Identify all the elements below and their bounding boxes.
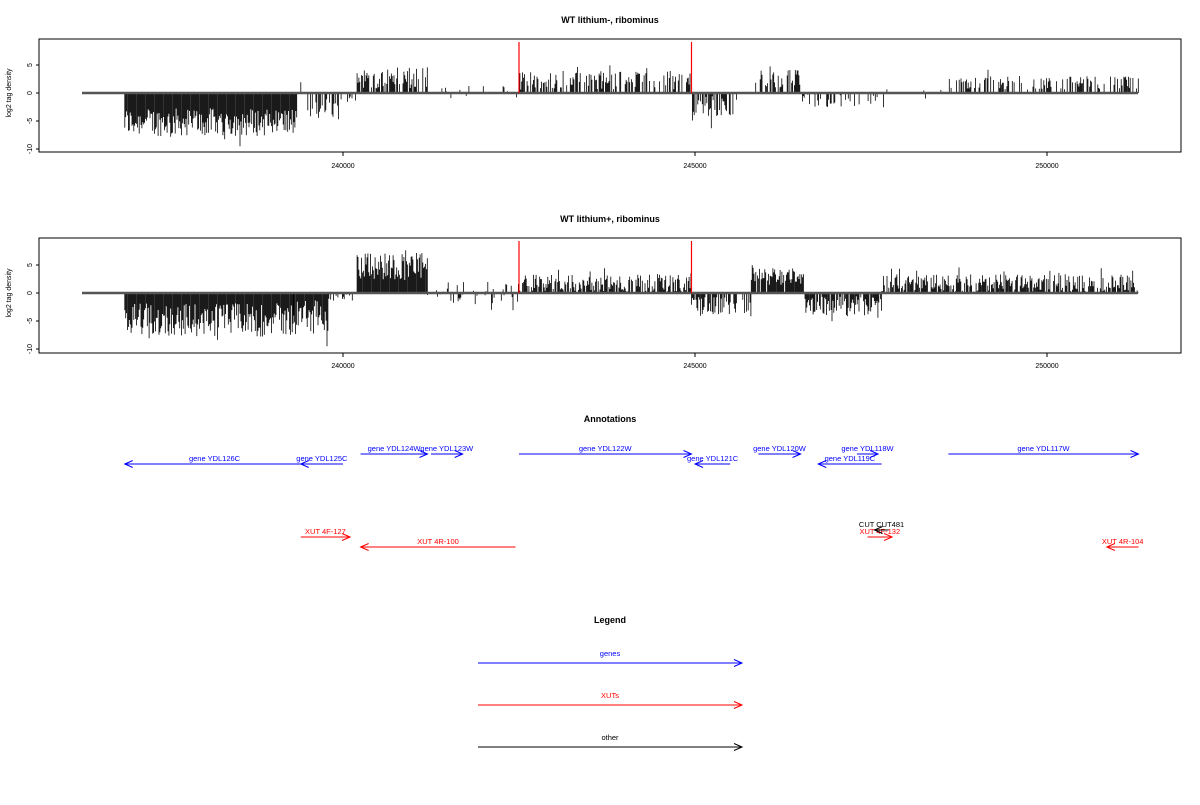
track-title: WT lithium-, ribominus xyxy=(561,15,659,25)
annotations-title: Annotations xyxy=(584,414,637,424)
arrow-head xyxy=(1105,543,1116,551)
arrow-head xyxy=(869,450,880,458)
legend-item-genes: genes xyxy=(478,649,744,667)
legend-title: Legend xyxy=(594,615,626,625)
genes-label: gene YDL119C xyxy=(825,454,876,463)
density-bars xyxy=(124,65,1139,147)
arrow-head xyxy=(341,533,352,541)
x-tick-label: 240000 xyxy=(331,163,354,170)
arrow-head xyxy=(454,450,464,458)
track-panel-lithium-plus: WT lithium+, ribominus log2 tag density … xyxy=(6,214,1182,370)
legend-items: genes XUTs other xyxy=(478,649,744,751)
xuts-feature: XUT 4F-132 xyxy=(859,527,900,541)
genes-feature: gene YDL126C xyxy=(123,454,305,468)
track-panel-lithium-minus: WT lithium-, ribominus log2 tag density … xyxy=(6,15,1182,170)
genes-label: gene YDL122W xyxy=(579,444,633,453)
legend-label: XUTs xyxy=(601,691,619,700)
y-tick-label: 0 xyxy=(27,91,34,95)
legend-item-XUTs: XUTs xyxy=(478,691,744,709)
arrow-head xyxy=(693,460,704,468)
arrow-head xyxy=(1130,450,1140,458)
y-tick-label: 0 xyxy=(27,291,34,295)
xuts-label: XUT 4R-100 xyxy=(417,537,459,546)
legend-item-other: other xyxy=(478,733,744,751)
genes-feature: gene YDL124W xyxy=(360,444,429,458)
xuts-label: XUT 4F-132 xyxy=(859,527,900,536)
x-tick-label: 245000 xyxy=(683,363,706,370)
arrow-head xyxy=(733,701,744,709)
xuts-label: XUT 4F-127 xyxy=(305,527,346,536)
legend-label: other xyxy=(601,733,619,742)
y-tick-label: -10 xyxy=(27,144,34,154)
x-axis: 240000 245000 250000 xyxy=(331,152,1059,170)
arrow-head xyxy=(816,460,827,468)
genes-feature: gene YDL117W xyxy=(948,444,1140,458)
density-bars xyxy=(124,250,1139,347)
xuts-feature: XUT 4F-127 xyxy=(300,527,352,541)
genes-feature: gene YDL121C xyxy=(687,454,739,468)
arrow-head xyxy=(792,450,802,458)
red-markers xyxy=(518,241,693,293)
genes-feature: gene YDL118W xyxy=(841,444,895,458)
arrow-head xyxy=(873,526,883,534)
genes-label: gene YDL125C xyxy=(296,454,348,463)
genes-feature: gene YDL119C xyxy=(816,454,882,468)
legend: Legend genes XUTs other xyxy=(478,615,744,751)
genes-feature: gene YDL120W xyxy=(753,444,807,458)
density-bar-series xyxy=(124,250,1139,347)
y-tick-label: 5 xyxy=(27,63,34,67)
x-axis: 240000 245000 250000 xyxy=(331,353,1059,370)
genes-label: gene YDL123W xyxy=(420,444,474,453)
y-axis: -10 -5 0 5 xyxy=(27,63,39,154)
y-tick-label: 5 xyxy=(27,263,34,267)
y-tick-label: -5 xyxy=(27,318,34,324)
arrow-head xyxy=(733,659,744,667)
xuts-label: XUT 4R-104 xyxy=(1102,537,1144,546)
genes-label: gene YDL120W xyxy=(753,444,807,453)
arrow-head xyxy=(683,450,693,458)
other-label: CUT CUT481 xyxy=(859,520,904,529)
arrow-head xyxy=(123,460,133,468)
xuts-feature: XUT 4R-104 xyxy=(1102,537,1144,551)
genes-label: gene YDL121C xyxy=(687,454,739,463)
genes-feature: gene YDL125C xyxy=(296,454,348,468)
y-axis: -10 -5 0 5 xyxy=(27,263,39,354)
xuts-feature: XUT 4R-100 xyxy=(359,537,516,551)
arrow-head xyxy=(419,450,429,458)
arrow-head xyxy=(733,743,744,751)
y-tick-label: -5 xyxy=(27,118,34,124)
annotations-panel: Annotations gene YDL126C gene YDL125C gene… xyxy=(123,414,1144,551)
plot-frame xyxy=(38,38,1182,153)
arrow-head xyxy=(883,533,894,541)
y-tick-label: -10 xyxy=(27,344,34,354)
other-feature: CUT CUT481 xyxy=(859,520,904,534)
plot-frame xyxy=(38,237,1182,354)
genes-label: gene YDL118W xyxy=(841,444,894,453)
y-axis-label: log2 tag density xyxy=(6,68,13,118)
x-tick-label: 240000 xyxy=(331,363,354,370)
y-axis-label: log2 tag density xyxy=(6,268,13,318)
x-tick-label: 250000 xyxy=(1035,163,1058,170)
genes-feature: gene YDL123W xyxy=(420,444,474,458)
genes-label: gene YDL117W xyxy=(1017,444,1070,453)
x-tick-label: 250000 xyxy=(1035,363,1058,370)
genes-label: gene YDL126C xyxy=(189,454,241,463)
track-title: WT lithium+, ribominus xyxy=(560,214,660,224)
genes-feature: gene YDL122W xyxy=(519,444,693,458)
arrow-head xyxy=(359,543,369,551)
arrow-head xyxy=(299,460,309,468)
density-bar-series xyxy=(124,65,1139,147)
x-tick-label: 245000 xyxy=(683,163,706,170)
red-markers xyxy=(518,42,693,93)
legend-label: genes xyxy=(600,649,621,658)
genes-label: gene YDL124W xyxy=(368,444,422,453)
